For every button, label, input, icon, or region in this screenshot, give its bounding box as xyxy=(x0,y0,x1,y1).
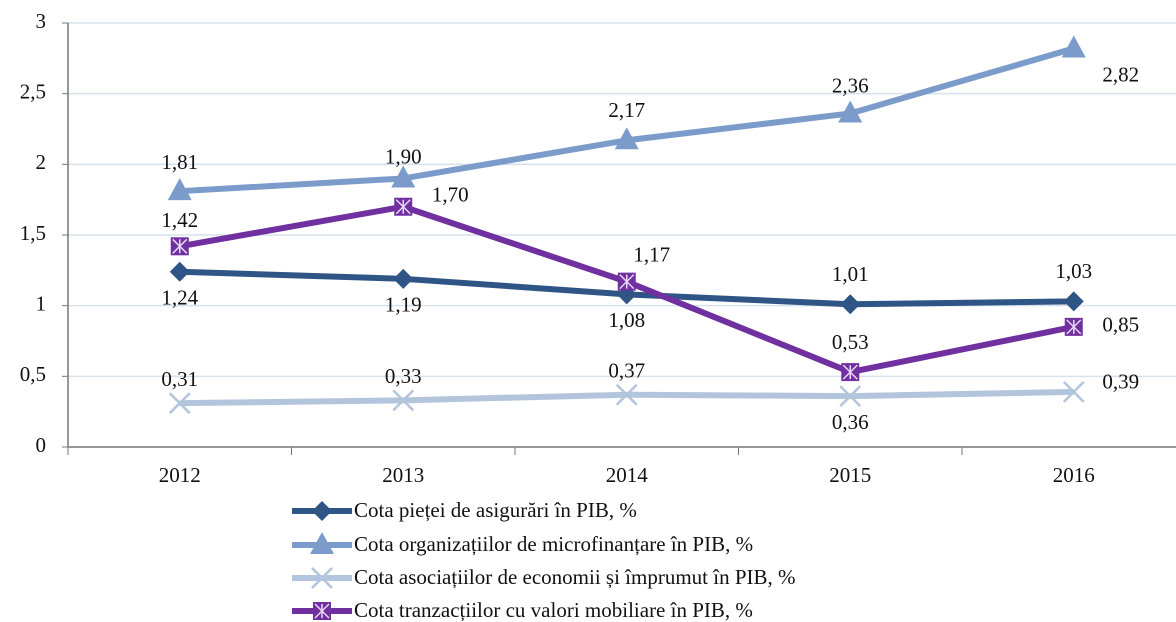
data-label: 0,53 xyxy=(832,330,869,354)
x-tick-label: 2014 xyxy=(606,463,649,487)
x-tick-label: 2012 xyxy=(159,463,201,487)
data-point xyxy=(168,392,191,415)
data-label: 2,17 xyxy=(608,98,645,122)
legend-marker xyxy=(312,501,332,521)
data-label: 0,33 xyxy=(385,364,422,388)
data-label: 1,08 xyxy=(608,308,645,332)
legend-label: Cota tranzacțiilor cu valori mobiliare î… xyxy=(354,598,753,622)
data-point xyxy=(838,100,863,123)
data-point xyxy=(394,197,413,216)
data-point xyxy=(1063,291,1084,312)
data-label: 2,82 xyxy=(1102,62,1139,86)
data-label: 0,85 xyxy=(1102,313,1139,337)
data-point xyxy=(839,385,862,408)
y-tick-label: 0 xyxy=(36,433,47,457)
data-point xyxy=(1064,317,1083,336)
x-tick-label: 2015 xyxy=(829,463,871,487)
data-point xyxy=(392,389,415,412)
legend-marker xyxy=(313,602,331,620)
data-label: 0,36 xyxy=(832,410,869,434)
data-point xyxy=(170,237,189,256)
data-point xyxy=(167,178,192,201)
data-label: 0,39 xyxy=(1102,370,1139,394)
legend-label: Cota asociațiilor de economii și împrumu… xyxy=(354,565,796,589)
x-tick-label: 2013 xyxy=(382,463,424,487)
data-point xyxy=(391,165,416,188)
data-point xyxy=(840,294,861,315)
data-label: 2,36 xyxy=(832,73,869,97)
data-label: 0,37 xyxy=(608,359,645,383)
y-tick-label: 2 xyxy=(36,150,47,174)
legend-label: Cota pieței de asigurări în PIB, % xyxy=(354,498,637,522)
data-label: 1,03 xyxy=(1055,259,1092,283)
legend-marker xyxy=(310,532,334,554)
y-tick-label: 0,5 xyxy=(20,362,46,386)
y-tick-label: 3 xyxy=(36,9,47,33)
data-label: 1,90 xyxy=(385,144,422,168)
data-label: 0,31 xyxy=(161,367,198,391)
data-label: 1,19 xyxy=(385,293,422,317)
x-tick-label: 2016 xyxy=(1053,463,1095,487)
data-label: 1,70 xyxy=(432,183,469,207)
data-point xyxy=(614,127,639,150)
y-tick-label: 2,5 xyxy=(20,79,46,103)
data-label: 1,01 xyxy=(832,262,869,286)
data-point xyxy=(617,272,636,291)
legend-label: Cota organizațiilor de microfinanțare în… xyxy=(354,532,753,556)
data-point xyxy=(841,363,860,382)
legend-marker xyxy=(311,567,333,589)
data-point xyxy=(169,261,190,282)
data-label: 1,42 xyxy=(161,208,198,232)
data-point xyxy=(615,383,638,406)
data-point xyxy=(1061,35,1086,58)
data-point xyxy=(1062,380,1085,403)
y-tick-label: 1,5 xyxy=(20,221,46,245)
data-point xyxy=(393,268,414,289)
data-label: 1,17 xyxy=(633,242,670,266)
data-label: 1,81 xyxy=(161,150,198,174)
y-tick-label: 1 xyxy=(36,291,47,315)
data-label: 1,24 xyxy=(161,286,198,310)
